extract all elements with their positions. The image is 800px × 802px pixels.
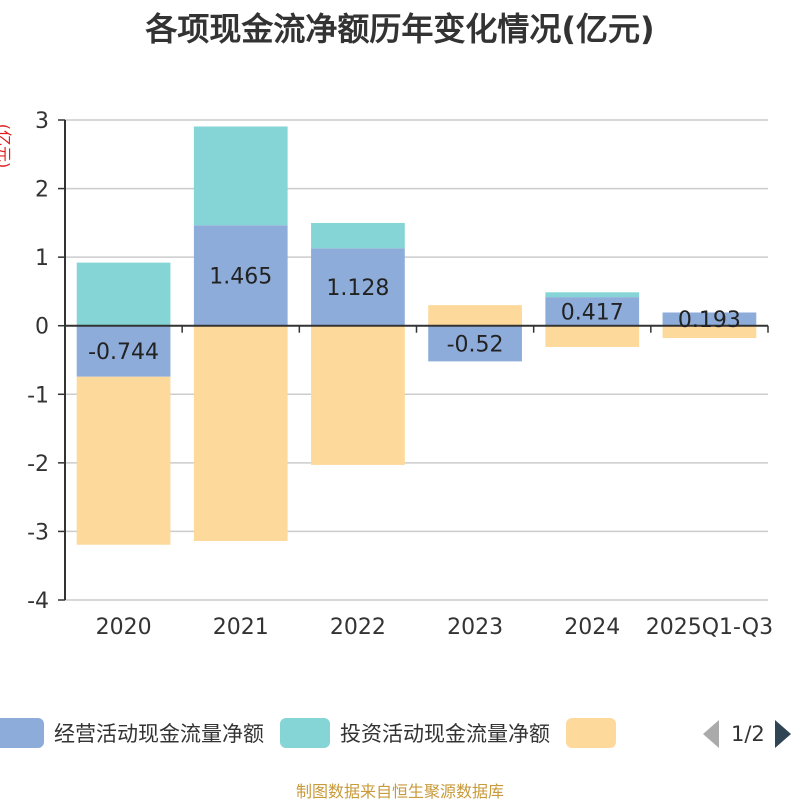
legend-item-financing[interactable] — [566, 718, 626, 748]
data-label: -0.744 — [88, 340, 159, 365]
data-label: 0.193 — [678, 308, 741, 333]
legend-page-indicator: 1/2 — [731, 722, 765, 746]
bar-layer — [76, 126, 757, 545]
legend-item-operating[interactable]: 经营活动现金流量净额 — [0, 718, 264, 748]
x-tick-label: 2021 — [213, 615, 269, 640]
y-tick-label: 1 — [35, 246, 49, 271]
legend-swatch-investing — [280, 718, 330, 748]
bar-operating — [193, 225, 288, 326]
bar-operating — [428, 325, 522, 362]
y-tick-label: -2 — [27, 452, 49, 477]
x-tick-label: 2022 — [330, 615, 386, 640]
bar-financing — [311, 325, 405, 465]
bar-investing — [545, 292, 640, 298]
x-tick-label: 2025Q1-Q3 — [646, 615, 773, 640]
bar-operating — [311, 248, 405, 326]
bar-financing — [193, 325, 288, 542]
legend: 经营活动现金流量净额 投资活动现金流量净额 — [0, 715, 800, 751]
legend-label-investing: 投资活动现金流量净额 — [340, 722, 550, 746]
y-tick-label: -3 — [27, 520, 49, 545]
y-tick-label: -1 — [27, 383, 49, 408]
bar-financing — [428, 305, 522, 326]
legend-pager: 1/2 — [700, 716, 800, 752]
legend-label-operating: 经营活动现金流量净额 — [54, 722, 264, 746]
bar-financing — [545, 325, 640, 347]
bar-operating — [662, 312, 757, 326]
x-tick-label: 2020 — [96, 615, 152, 640]
legend-item-investing[interactable]: 投资活动现金流量净额 — [280, 718, 550, 748]
y-tick-label: 0 — [35, 315, 49, 340]
y-tick-label: 2 — [35, 178, 49, 203]
y-tick-label: -4 — [27, 589, 49, 614]
grid-layer — [65, 119, 768, 601]
y-tick-label: 3 — [35, 109, 49, 134]
legend-next-page-icon[interactable] — [774, 720, 791, 748]
bar-operating — [545, 297, 640, 326]
bar-financing — [662, 325, 757, 339]
axis-layer — [58, 119, 769, 601]
data-source-note: 制图数据来自恒生聚源数据库 — [295, 782, 504, 801]
x-tick-label: 2024 — [564, 615, 620, 640]
data-label: 1.128 — [326, 276, 389, 301]
legend-swatch-operating — [0, 718, 44, 748]
bar-operating — [76, 325, 171, 377]
chart-title: 各项现金流净额历年变化情况(亿元) — [145, 10, 655, 48]
data-label: 1.465 — [209, 264, 272, 289]
label-layer: 3 2 1 0 -1 -2 -3 -4 2020 2021 2022 2023 2024 2025Q1-Q… — [27, 109, 773, 640]
data-label: 0.417 — [561, 300, 624, 325]
data-label: -0.52 — [447, 333, 504, 358]
legend-prev-page-icon[interactable] — [703, 720, 719, 748]
x-tick-label: 2023 — [447, 615, 503, 640]
bar-financing — [76, 376, 171, 545]
bar-investing — [76, 262, 171, 326]
bar-investing — [311, 222, 405, 249]
bar-investing — [193, 126, 288, 226]
legend-swatch-financing — [566, 718, 616, 748]
